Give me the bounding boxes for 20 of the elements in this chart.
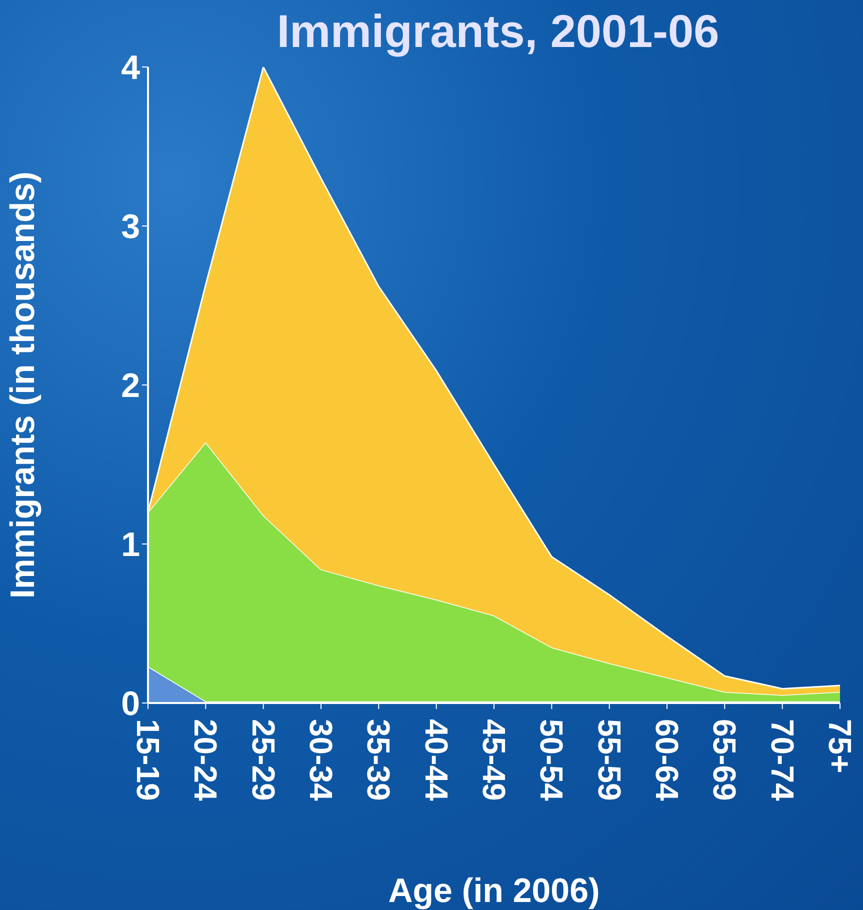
x-tick-label: 45-49 bbox=[476, 719, 512, 801]
x-tick-label: 25-29 bbox=[245, 719, 282, 801]
chart-title: Immigrants, 2001-06 bbox=[276, 4, 720, 58]
y-tick-label: 3 bbox=[121, 208, 140, 246]
x-tick-label: 15-19 bbox=[130, 719, 166, 801]
x-tick-label: 40-44 bbox=[418, 719, 454, 802]
x-tick-label: 70-74 bbox=[764, 719, 800, 802]
x-tick-label: 55-59 bbox=[591, 719, 628, 801]
y-tick-label: 4 bbox=[121, 49, 140, 88]
y-tick-label: 2 bbox=[121, 367, 140, 406]
x-tick-label: 60-64 bbox=[649, 719, 685, 802]
x-tick-label: 20-24 bbox=[188, 719, 224, 802]
x-tick-label: 35-39 bbox=[360, 719, 397, 801]
x-tick-label: 65-69 bbox=[706, 719, 743, 801]
x-axis-title: Age (in 2006) bbox=[388, 872, 600, 910]
y-axis-title: Immigrants (in thousands) bbox=[4, 172, 42, 598]
y-tick-label: 1 bbox=[121, 526, 140, 564]
x-tick-label: 30-34 bbox=[303, 719, 339, 802]
x-tick-label: 75+ bbox=[822, 719, 858, 774]
x-tick-label: 50-54 bbox=[534, 719, 570, 802]
